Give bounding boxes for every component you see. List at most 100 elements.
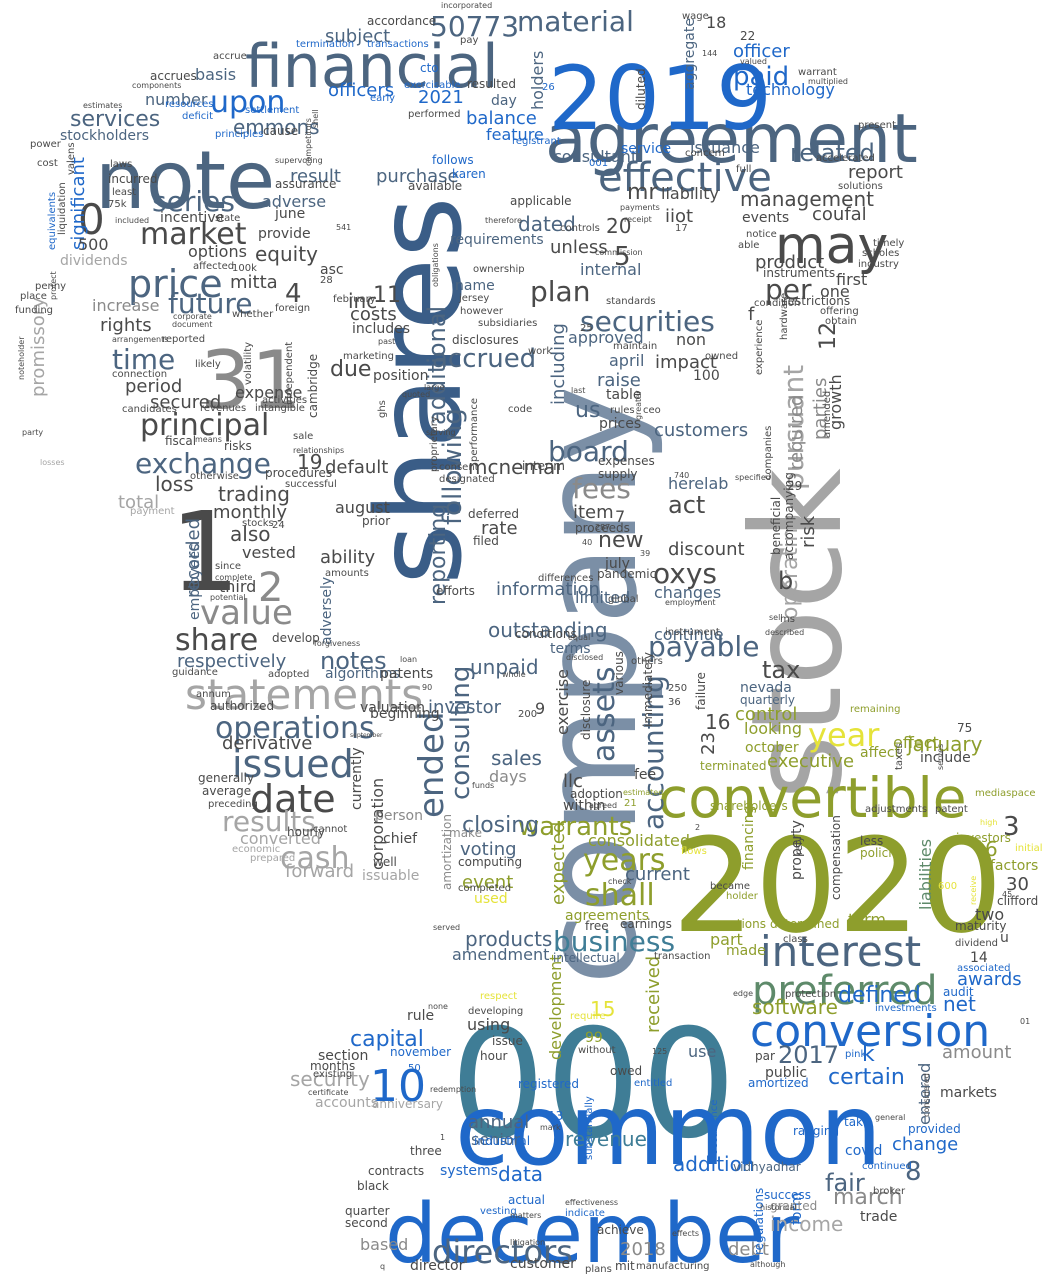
- word-addition: addition: [673, 1152, 755, 1176]
- word-report: report: [848, 161, 903, 183]
- word-nevada: nevada: [740, 679, 792, 696]
- word-terms: terms: [550, 640, 591, 657]
- word-september: september: [350, 732, 383, 740]
- word-follows: follows: [432, 153, 474, 168]
- word-rights: rights: [100, 314, 152, 336]
- word-increase: increase: [92, 296, 160, 316]
- word-officer: officer: [733, 40, 790, 62]
- word-executive: executive: [767, 750, 855, 772]
- word-including: including: [548, 323, 569, 405]
- word-w287: 287: [595, 522, 611, 532]
- word-protection: protection: [785, 989, 837, 1000]
- word-risk: risk: [798, 515, 819, 548]
- word-ghs: ghs: [377, 400, 388, 418]
- word-w36: 36: [668, 697, 681, 708]
- word-w21: 21: [624, 798, 637, 809]
- word-sale: sale: [293, 431, 314, 442]
- word-requirements: requirements: [450, 231, 544, 248]
- word-events: events: [742, 209, 790, 226]
- word-inc: inc: [348, 289, 378, 313]
- word-conditions: conditions: [515, 627, 577, 642]
- word-w2020: 2020: [672, 810, 1003, 962]
- word-fiscal: fiscal: [165, 434, 197, 449]
- word-commission: commission: [595, 247, 643, 257]
- word-multiplied: multiplied: [808, 76, 848, 86]
- word-plans: plans: [585, 1264, 612, 1275]
- word-customers: customers: [654, 419, 749, 441]
- word-agreement: agreement: [545, 99, 918, 179]
- word-raise: raise: [597, 369, 641, 391]
- word-time: time: [112, 342, 176, 376]
- word-hour: hour: [480, 1049, 508, 1064]
- word-directors: directors: [432, 1233, 573, 1272]
- word-w13: 13: [548, 1109, 564, 1124]
- word-management: management: [740, 187, 874, 211]
- word-notice: notice: [746, 229, 777, 240]
- word-w50773: 50773: [430, 9, 520, 43]
- word-associated: associated: [957, 963, 1011, 974]
- word-services: services: [70, 107, 161, 133]
- word-u: u: [1000, 929, 1009, 946]
- word-incentive: incentive: [160, 209, 225, 226]
- word-period: period: [125, 375, 183, 397]
- word-assumptions: assumptions: [690, 917, 767, 932]
- word-w31: 31: [200, 334, 302, 427]
- word-clifford: clifford: [997, 894, 1039, 909]
- word-w1b: 1: [440, 1132, 446, 1142]
- word-check: check: [608, 876, 632, 886]
- word-early: early: [370, 93, 396, 104]
- word-whether: whether: [232, 309, 274, 320]
- word-include: include: [920, 749, 971, 766]
- word-looking: looking: [744, 719, 803, 739]
- word-par: par: [755, 1049, 775, 1064]
- word-estimated: estimated: [623, 787, 664, 797]
- word-mr: mr: [627, 180, 658, 206]
- word-purchase: purchase: [376, 165, 459, 187]
- word-converted: converted: [240, 829, 321, 849]
- word-director: director: [410, 1257, 465, 1274]
- word-efforts: efforts: [436, 584, 475, 599]
- word-otherwise: otherwise: [190, 471, 239, 482]
- word-feature: feature: [486, 125, 544, 145]
- word-dividends: dividends: [60, 252, 128, 269]
- word-companies: companies: [763, 425, 774, 480]
- word-initial: initial: [1015, 843, 1043, 854]
- word-customer: customer: [510, 1255, 576, 1272]
- word-ceo: ceo: [643, 405, 661, 416]
- word-w10: 10: [370, 1060, 426, 1112]
- word-preceding: preceding: [208, 799, 258, 810]
- word-differences: differences: [538, 573, 594, 584]
- word-currently: currently: [349, 747, 365, 810]
- word-compensation: compensation: [829, 815, 843, 900]
- word-earnings: earnings: [620, 917, 672, 932]
- word-funds: funds: [472, 780, 495, 790]
- word-general: general: [875, 1112, 906, 1122]
- word-plan: plan: [530, 274, 591, 308]
- word-regulations: regulations: [752, 1187, 766, 1255]
- word-liquidation: liquidation: [57, 182, 68, 235]
- word-total: total: [118, 491, 160, 513]
- word-outstanding: outstanding: [488, 618, 608, 642]
- word-november: november: [390, 1045, 452, 1060]
- word-consent: consent: [439, 462, 479, 473]
- word-exercisable: exercisable: [404, 80, 461, 91]
- word-w2018: 2018: [620, 1238, 666, 1260]
- word-dividend: dividend: [955, 938, 999, 949]
- word-unless: unless: [550, 236, 608, 258]
- word-equal: equal: [568, 632, 591, 642]
- word-asc: asc: [320, 261, 344, 278]
- word-w25: 25: [580, 323, 593, 334]
- word-complete: complete: [215, 572, 253, 582]
- word-w740: 740: [674, 470, 690, 480]
- word-exercise: exercise: [553, 668, 572, 735]
- word-prior: prior: [362, 514, 391, 529]
- word-matters: matters: [510, 1210, 542, 1220]
- word-annual: annual: [468, 1111, 530, 1133]
- word-noteholder: noteholder: [17, 336, 26, 381]
- word-computing: computing: [458, 855, 523, 870]
- word-related: related: [790, 138, 875, 167]
- word-used: used: [474, 890, 508, 907]
- word-consultant: consultant: [553, 147, 638, 167]
- word-receipt: receipt: [624, 214, 652, 224]
- word-unpaid: unpaid: [470, 655, 539, 679]
